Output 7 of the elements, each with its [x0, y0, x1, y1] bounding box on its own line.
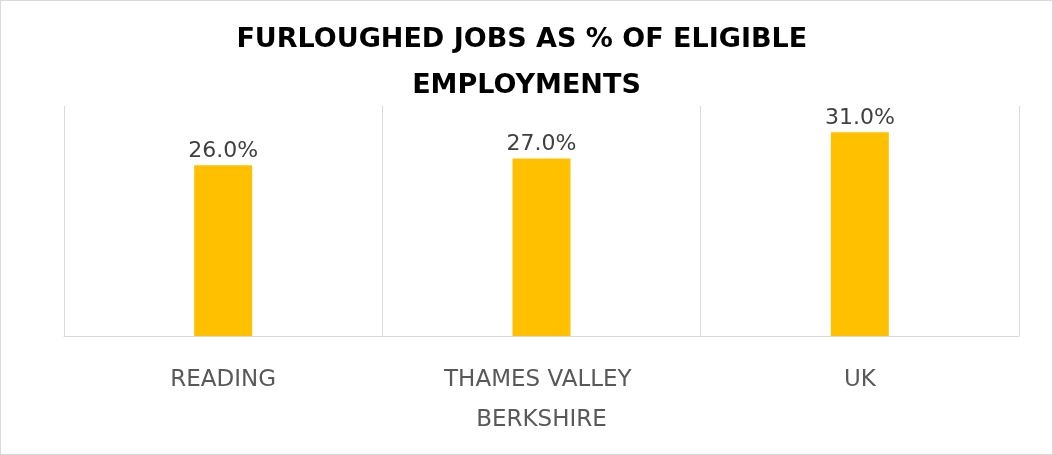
x-tick-label: THAMES VALLEY BERKSHIRE	[443, 365, 639, 431]
data-label: 31.0%	[824, 103, 895, 129]
x-tick-label: READING	[170, 365, 277, 391]
x-tick-label: UK	[843, 365, 877, 391]
chart-title: FURLOUGHED JOBS AS % OF ELIGIBLE EMPLOYMENTS	[236, 21, 817, 99]
data-label: 26.0%	[188, 136, 259, 162]
data-label: 27.0%	[506, 130, 577, 156]
